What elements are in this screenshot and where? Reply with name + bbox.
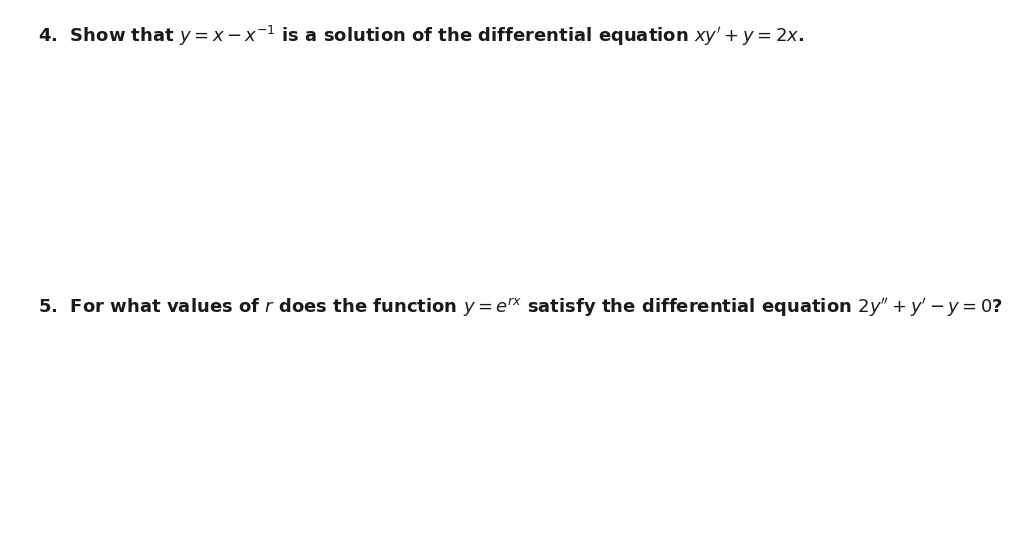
Text: 5.  For what values of $r$ does the function $y = e^{rx}$ satisfy the differenti: 5. For what values of $r$ does the funct…: [38, 296, 1004, 319]
Text: 4.  Show that $y = x - x^{-1}$ is a solution of the differential equation $xy' +: 4. Show that $y = x - x^{-1}$ is a solut…: [38, 24, 805, 48]
